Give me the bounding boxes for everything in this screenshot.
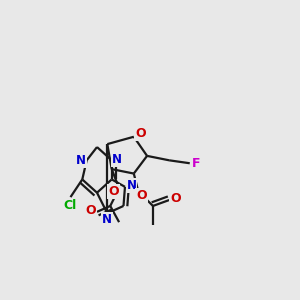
Text: Cl: Cl — [63, 199, 76, 212]
Text: O: O — [85, 204, 96, 217]
Text: N: N — [127, 179, 136, 192]
Text: O: O — [136, 189, 147, 202]
Text: O: O — [109, 185, 119, 198]
Text: N: N — [102, 213, 112, 226]
Text: N: N — [112, 153, 122, 166]
Text: O: O — [135, 127, 146, 140]
Text: O: O — [170, 192, 181, 205]
Text: N: N — [76, 154, 86, 167]
Text: F: F — [192, 157, 200, 170]
